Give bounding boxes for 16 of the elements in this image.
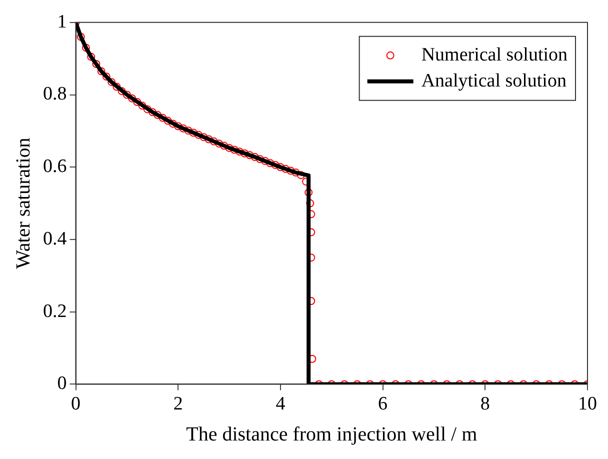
y-tick-label: 0 bbox=[57, 373, 67, 394]
y-tick-label: 0.6 bbox=[43, 156, 67, 178]
x-tick-label: 10 bbox=[578, 394, 597, 415]
legend-label: Numerical solution bbox=[421, 44, 568, 66]
y-tick-label: 0.2 bbox=[43, 300, 67, 322]
x-tick-label: 4 bbox=[276, 394, 286, 415]
x-tick-label: 2 bbox=[173, 394, 183, 415]
x-tick-label: 8 bbox=[480, 394, 490, 415]
x-tick-label: 0 bbox=[71, 394, 80, 415]
y-tick-label: 0.8 bbox=[43, 84, 67, 105]
legend-label: Analytical solution bbox=[421, 70, 567, 92]
y-axis-title: Water saturation bbox=[12, 138, 34, 269]
y-tick-label: 1 bbox=[57, 11, 67, 32]
y-tick-label: 0.4 bbox=[43, 228, 68, 250]
x-tick-label: 6 bbox=[378, 394, 388, 415]
x-axis-title: The distance from injection well / m bbox=[186, 423, 478, 446]
